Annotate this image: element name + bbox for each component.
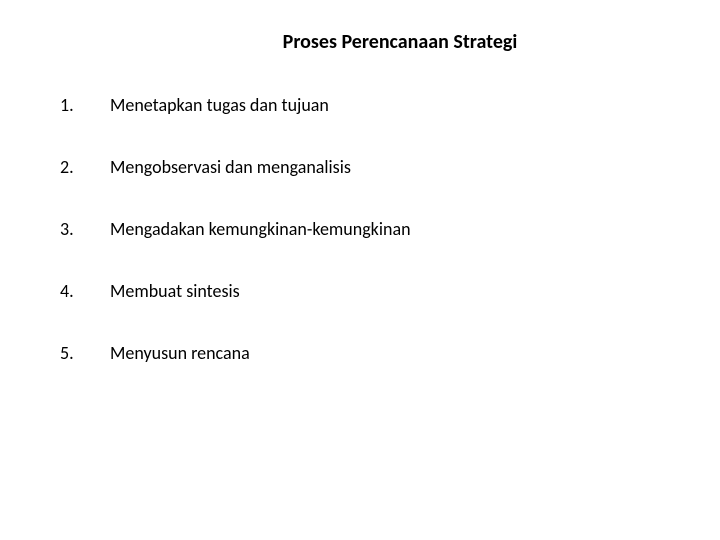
list-item: 5. Menyusun rencana bbox=[60, 342, 660, 364]
list-item: 2. Mengobservasi dan menganalisis bbox=[60, 156, 660, 178]
list-number: 4. bbox=[60, 280, 110, 302]
page-title: Proses Perencanaan Strategi bbox=[60, 30, 660, 54]
list-number: 3. bbox=[60, 218, 110, 240]
list-text: Mengobservasi dan menganalisis bbox=[110, 156, 660, 178]
list-text: Menyusun rencana bbox=[110, 342, 660, 364]
list-text: Membuat sintesis bbox=[110, 280, 660, 302]
list-number: 2. bbox=[60, 156, 110, 178]
list-number: 1. bbox=[60, 94, 110, 116]
list-text: Mengadakan kemungkinan-kemungkinan bbox=[110, 218, 660, 240]
list-item: 3. Mengadakan kemungkinan-kemungkinan bbox=[60, 218, 660, 240]
list-text: Menetapkan tugas dan tujuan bbox=[110, 94, 660, 116]
list-item: 4. Membuat sintesis bbox=[60, 280, 660, 302]
list-number: 5. bbox=[60, 342, 110, 364]
list-item: 1. Menetapkan tugas dan tujuan bbox=[60, 94, 660, 116]
